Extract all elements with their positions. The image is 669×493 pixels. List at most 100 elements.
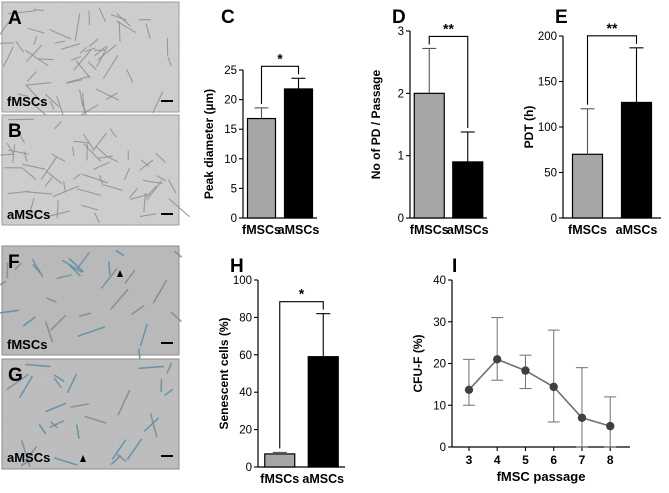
cell [26,191,53,195]
y-tick-label: 10 [224,154,237,166]
panel-letter: H [230,256,244,277]
cell [61,259,83,273]
y-tick-label: 40 [433,275,446,287]
cell [54,40,66,44]
cell [79,46,87,54]
cell [45,93,59,107]
cell [27,27,46,34]
cell [19,375,34,399]
cell [73,140,91,144]
significance-bracket [279,301,324,449]
series-line [468,358,611,427]
cell [51,153,66,162]
cell [108,156,119,163]
cell [97,155,113,159]
arrowhead-marker [80,455,86,462]
cell [44,176,53,187]
cell [79,89,84,108]
y-tick-label: 15 [224,124,237,136]
cell [155,152,166,163]
cell [174,250,182,258]
cell [94,46,106,57]
bar-amscs [452,161,484,219]
cell [115,250,125,257]
cell [72,146,75,156]
cell [66,75,91,84]
cell [93,161,111,170]
cell [82,173,108,184]
y-tick-label: 1 [398,151,404,163]
panel-letter: E [555,7,568,28]
y-tick-label: 0 [440,442,446,454]
data-point [549,382,558,392]
cell [111,439,127,460]
x-tick-label: 7 [579,453,586,467]
cell [23,151,28,163]
y-axis-label: CFU-F (%) [411,335,425,393]
cell [6,374,29,390]
cell [84,47,96,52]
y-tick-label: 50 [544,168,557,180]
cell [116,13,131,27]
cell [2,46,14,68]
cell [76,424,80,439]
cell [20,440,31,467]
y-axis-label: No of PD / Passage [369,69,383,179]
cell [164,388,173,397]
panel-letter: D [392,7,406,28]
cell [99,175,104,187]
cell [38,424,47,435]
cell [6,142,14,153]
y-tick-label: 3 [398,26,404,38]
cell [27,198,35,218]
micrograph-label-b: aMSCs [7,207,50,222]
y-tick-label: 200 [538,31,557,43]
cell [49,420,65,428]
panel-letter-g: G [8,365,23,386]
cell [79,104,99,117]
cell [80,204,99,211]
cell [110,288,129,310]
cell [25,363,51,368]
cell [117,389,131,416]
cell [110,14,127,21]
cell [63,181,66,193]
cell [124,167,131,181]
cell [108,261,111,276]
arrowhead-marker [117,270,123,277]
cell [97,44,117,61]
cell [166,362,173,374]
cell [15,41,24,53]
data-point [606,421,615,431]
significance-label: * [277,50,283,66]
x-tick-label: 6 [550,453,557,467]
cell [53,377,62,389]
cell [73,49,91,71]
cell [139,213,157,217]
bar-fmscs [413,92,445,219]
cell [33,104,48,117]
cell [124,270,136,284]
bar-amscs [307,356,339,468]
cell [98,7,107,23]
data-point [521,366,530,375]
cell [22,163,46,170]
cell [26,446,37,459]
cell [138,365,165,370]
x-tick-label: fMSCs [568,223,607,237]
y-tick-label: 25 [224,65,237,77]
cell [139,159,154,171]
cell [27,71,37,82]
micrograph-label-a: fMSCs [7,94,47,109]
y-tick-label: 20 [239,425,252,437]
cell [45,402,67,413]
cell [126,438,143,460]
x-tick-label: 5 [522,453,529,467]
cell [149,412,158,438]
panel-letter-b: B [8,121,22,142]
cell [109,128,117,138]
cell [44,321,54,343]
bar-fmscs [246,117,277,219]
